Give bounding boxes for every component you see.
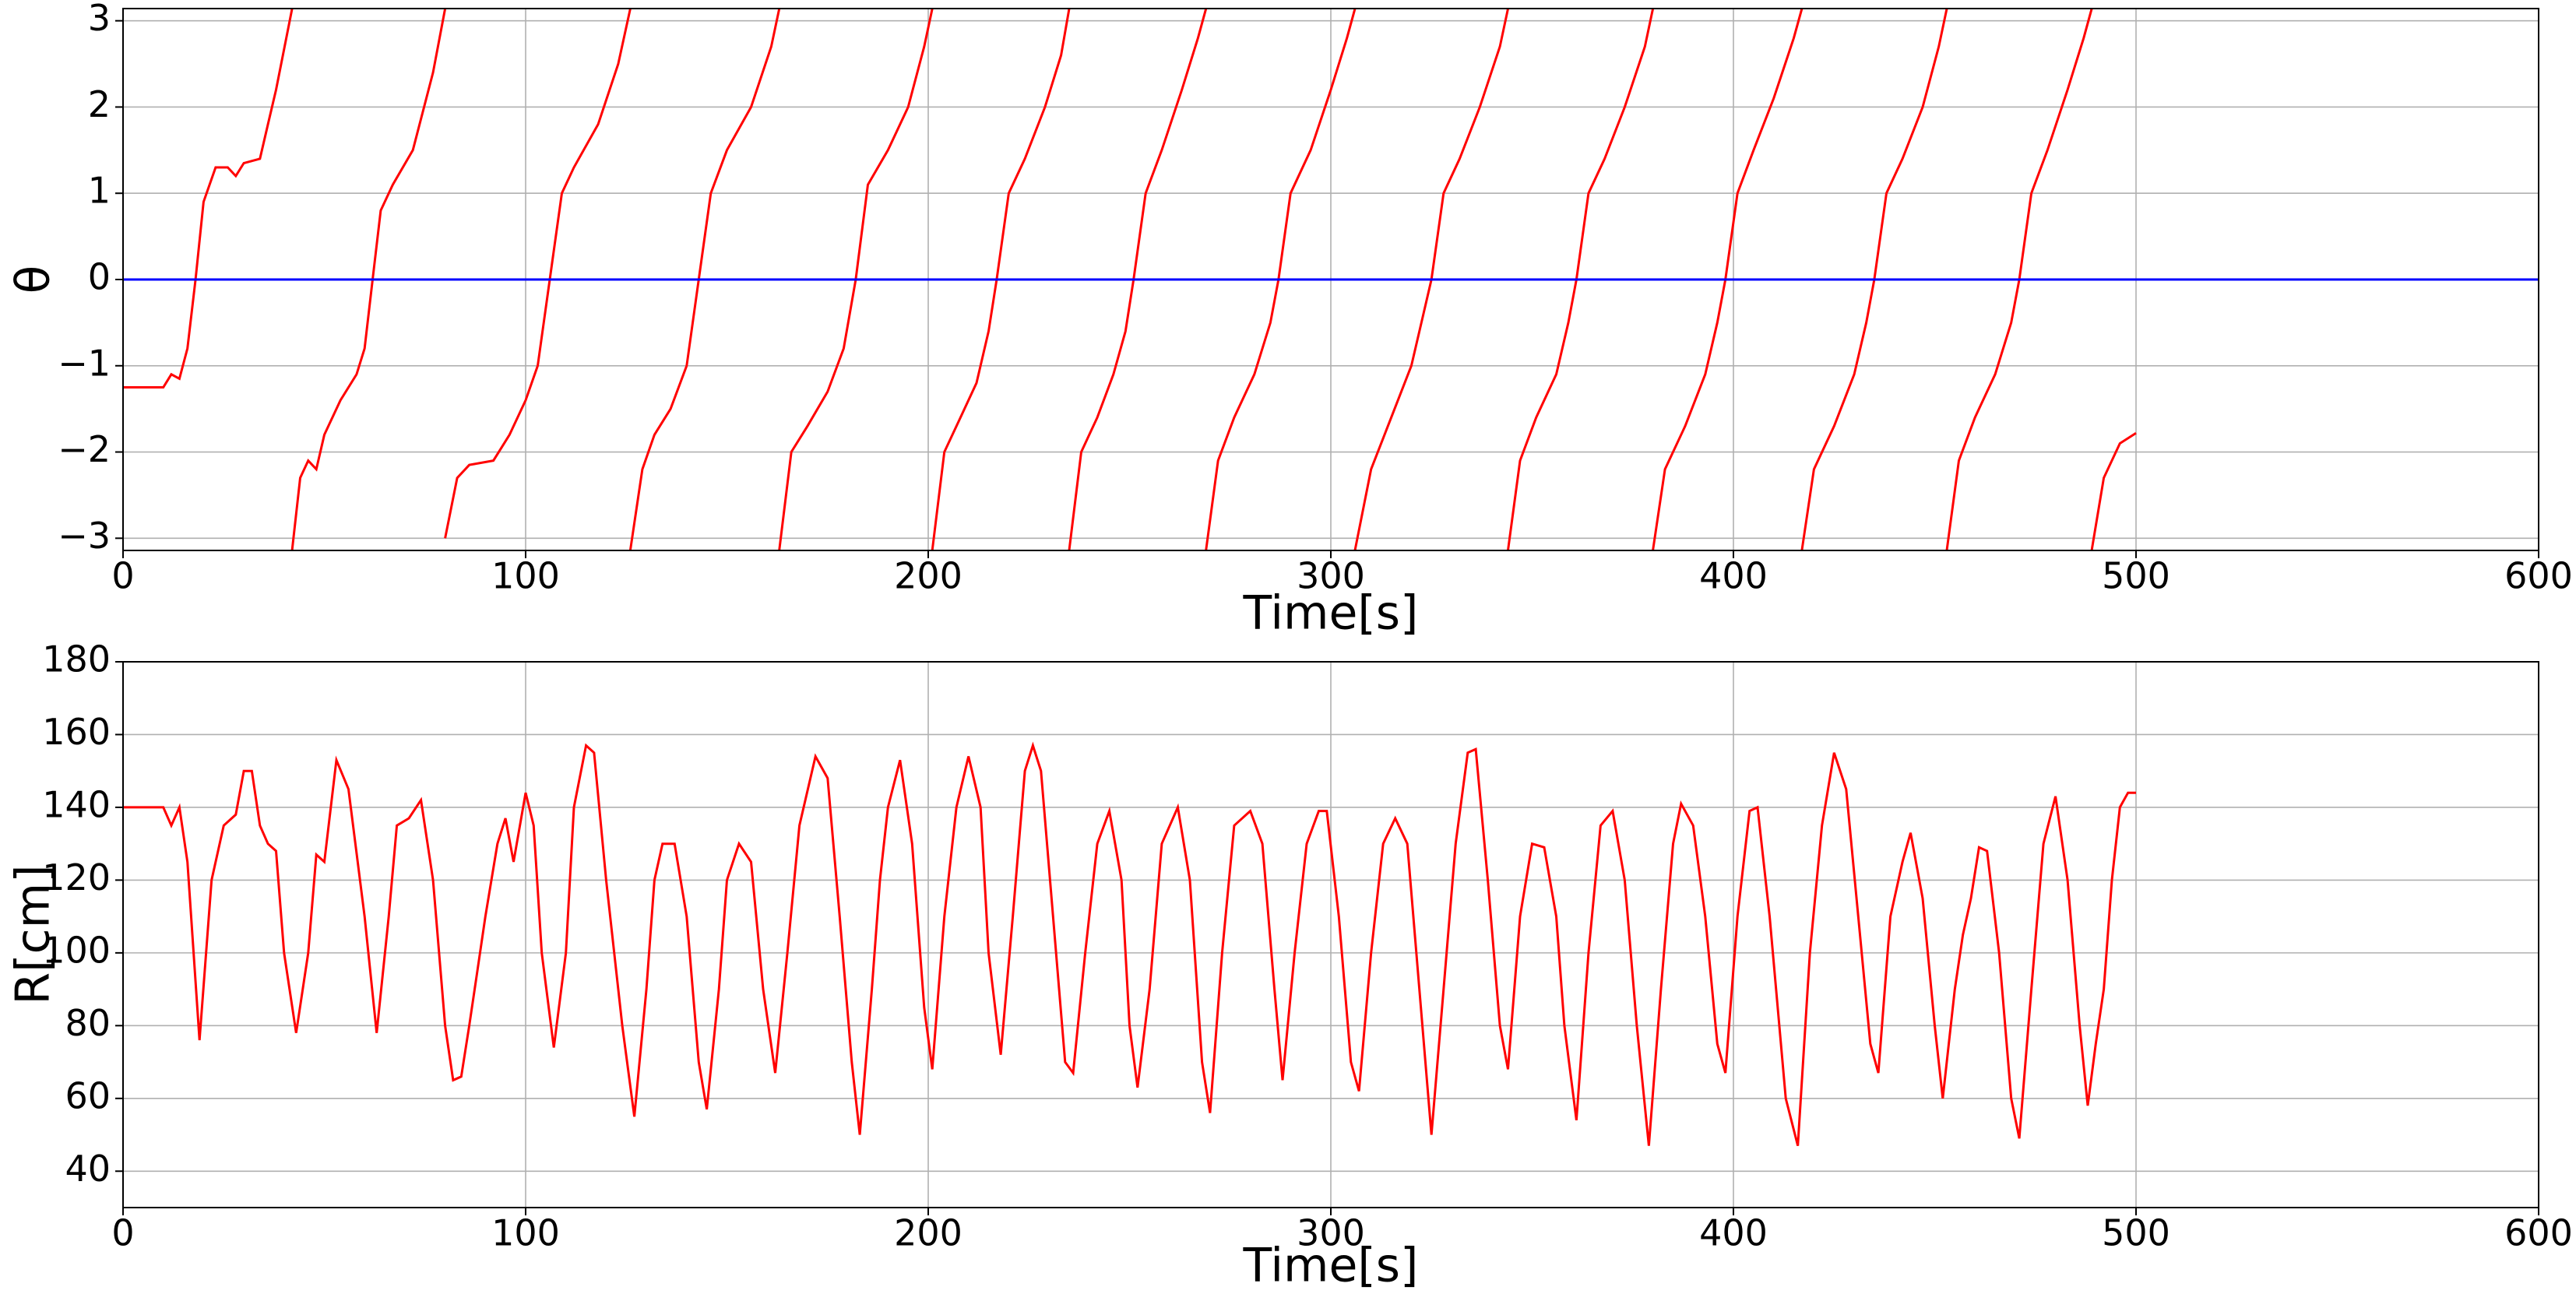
plot-frame	[122, 661, 2539, 1208]
x-tick-label: 100	[491, 1212, 560, 1254]
x-tick-label: 600	[2504, 1212, 2573, 1254]
x-tick-label: 500	[2102, 1212, 2170, 1254]
data-line	[123, 741, 2136, 1146]
x-axis-label: Time[s]	[1243, 586, 1419, 641]
y-tick-label: 120	[42, 856, 111, 898]
x-tick-label: 300	[1297, 1212, 1365, 1254]
y-tick-label: 60	[65, 1074, 111, 1116]
y-tick-label: 40	[65, 1148, 111, 1190]
x-tick-label: 400	[1699, 555, 1768, 597]
y-axis-label: θ	[6, 265, 61, 294]
y-tick-label: −2	[58, 428, 111, 470]
y-tick-label: 180	[42, 638, 111, 680]
y-tick-label: 160	[42, 711, 111, 753]
y-tick-label: −1	[58, 342, 111, 384]
y-tick-label: −3	[58, 515, 111, 557]
y-tick-label: 80	[65, 1002, 111, 1044]
x-tick-label: 0	[111, 555, 134, 597]
y-tick-label: 3	[88, 0, 111, 39]
y-tick-label: 2	[88, 83, 111, 125]
x-tick-label: 0	[111, 1212, 134, 1254]
y-tick-label: 140	[42, 783, 111, 825]
x-tick-label: 500	[2102, 555, 2170, 597]
y-tick-label: 1	[88, 170, 111, 212]
x-tick-label: 600	[2504, 555, 2573, 597]
x-tick-label: 100	[491, 555, 560, 597]
plot-frame	[122, 8, 2539, 551]
x-tick-label: 300	[1297, 555, 1365, 597]
x-tick-label: 400	[1699, 1212, 1768, 1254]
y-axis-label: R[cm]	[6, 865, 61, 1005]
x-tick-label: 200	[894, 1212, 962, 1254]
y-tick-label: 0	[88, 256, 111, 298]
y-tick-label: 100	[42, 929, 111, 971]
x-tick-label: 200	[894, 555, 962, 597]
x-axis-label: Time[s]	[1243, 1239, 1419, 1293]
